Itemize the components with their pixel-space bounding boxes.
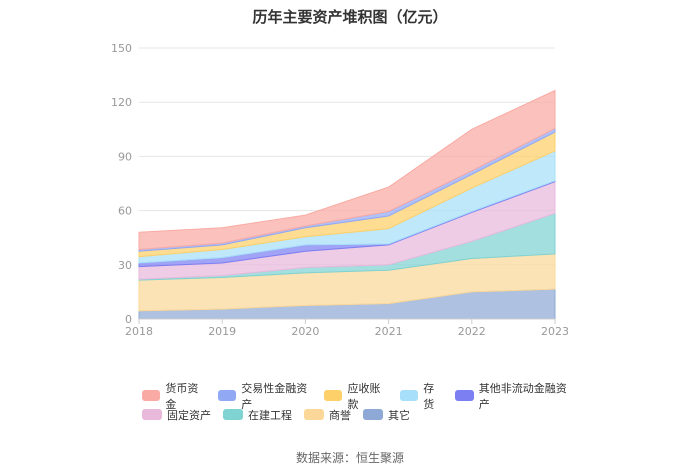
legend-item[interactable]: 其他非流动金融资产 [455,380,570,412]
legend-label: 交易性金融资产 [241,381,308,411]
legend-swatch [304,409,324,420]
legend-label: 其它 [388,408,410,422]
y-tick-label: 90 [118,150,132,163]
legend-swatch [217,390,237,401]
y-tick-label: 60 [118,205,132,218]
y-tick-label: 120 [111,96,132,109]
legend-row-1: 货币资金 交易性金融资产 应收账款 存货 其他非流动金融资产 [142,382,582,411]
chart-title: 历年主要资产堆积图（亿元） [252,8,448,26]
legend-label: 固定资产 [167,408,211,422]
legend-label: 其他非流动金融资产 [478,381,567,411]
legend-item[interactable]: 其它 [363,407,410,423]
data-source: 数据来源：恒生聚源 [295,451,404,465]
y-tick-label: 0 [125,313,132,326]
legend-item[interactable]: 交易性金融资产 [217,380,312,412]
legend-item[interactable]: 货币资金 [142,380,206,412]
y-axis: 0 30 60 90 120 150 [111,42,132,326]
legend-item[interactable]: 在建工程 [223,407,292,423]
x-tick-label: 2018 [125,325,153,338]
legend-swatch [142,390,161,401]
legend-row-2: 固定资产 在建工程 商誉 其它 [142,405,582,424]
x-tick-label: 2023 [541,325,569,338]
legend-swatch [142,409,162,420]
x-tick-label: 2022 [458,325,486,338]
legend-item[interactable]: 商誉 [304,407,351,423]
legend-swatch [324,390,343,401]
legend-label: 在建工程 [248,408,292,422]
stacked-area-chart: 0 30 60 90 120 150 2018 2019 2020 2021 2022 2023 [111,42,569,338]
legend-label: 商誉 [329,408,351,422]
legend-label: 货币资金 [165,381,199,411]
y-tick-label: 30 [118,259,132,272]
x-tick-label: 2020 [291,325,319,338]
x-axis: 2018 2019 2020 2021 2022 2023 [125,318,569,338]
legend-swatch [399,390,419,401]
legend-swatch [455,390,474,401]
area-series [138,89,556,320]
legend-item[interactable]: 存货 [399,380,443,412]
x-tick-label: 2021 [375,325,403,338]
legend-swatch [363,409,383,420]
legend-item[interactable]: 固定资产 [142,407,211,423]
legend-label: 存货 [423,381,435,411]
legend-item[interactable]: 应收账款 [324,380,388,412]
area-series-8 [138,89,556,250]
x-tick-label: 2019 [208,325,236,338]
y-tick-label: 150 [111,42,132,55]
legend-swatch [223,409,243,420]
legend: 货币资金 交易性金融资产 应收账款 存货 其他非流动金融资产 固定资产 在建工程 商誉 其它 [142,382,582,424]
legend-label: 应收账款 [347,381,381,411]
